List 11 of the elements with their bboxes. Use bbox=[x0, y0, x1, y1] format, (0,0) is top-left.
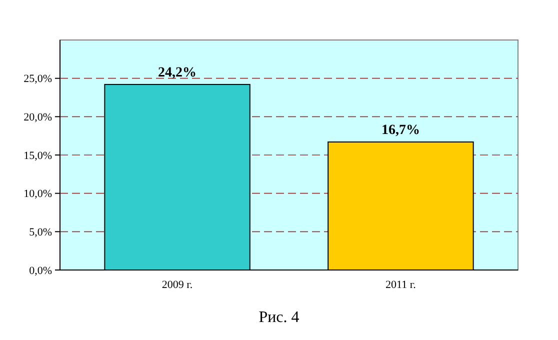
y-tick-label: 0,0% bbox=[29, 264, 52, 277]
y-tick-label: 10,0% bbox=[24, 188, 52, 200]
text: Рис. 4 bbox=[258, 309, 300, 326]
x-tick-label: 2011 г. bbox=[386, 279, 416, 291]
y-tick-label: 25,0% bbox=[24, 73, 52, 86]
y-tick-label: 20,0% bbox=[24, 112, 52, 124]
y-tick-label: 5,0% bbox=[29, 226, 52, 239]
y-tick-label: 15,0% bbox=[24, 150, 52, 162]
x-tick-label: 2009 г. bbox=[162, 279, 193, 291]
data-label: 24,2% bbox=[158, 65, 197, 80]
data-label: 16,7% bbox=[381, 122, 420, 138]
